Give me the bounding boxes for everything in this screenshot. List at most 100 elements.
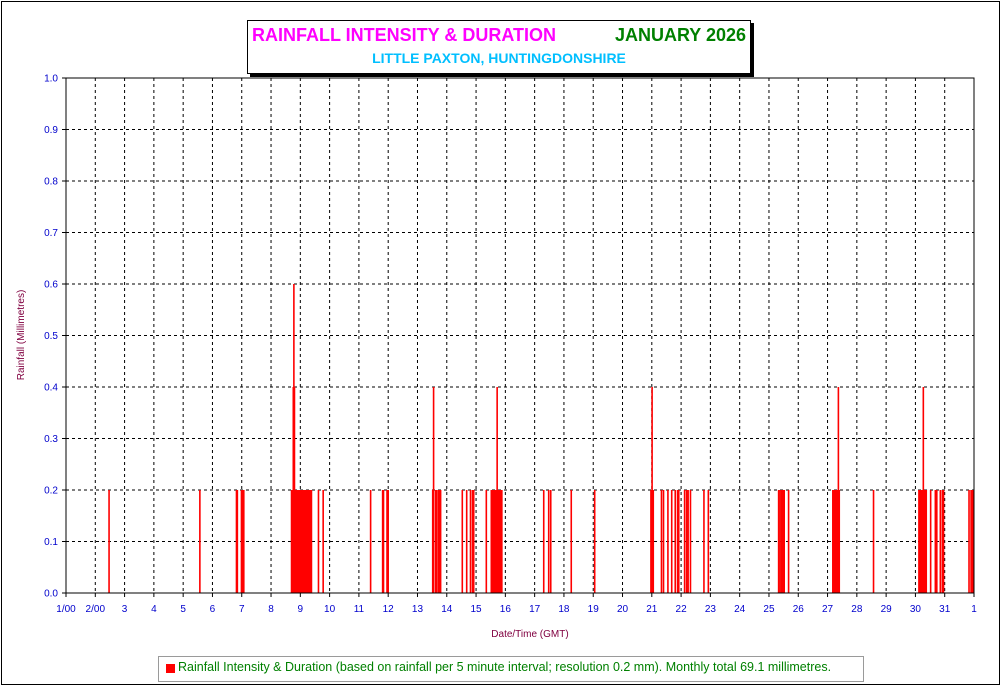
- rainfall-bar: [918, 490, 920, 593]
- y-tick-label: 0.0: [44, 589, 58, 600]
- rainfall-bar: [919, 490, 921, 593]
- rainfall-bar: [439, 490, 442, 593]
- rainfall-bar: [919, 490, 922, 593]
- x-tick-label: 29: [881, 604, 893, 615]
- rainfall-bar: [838, 490, 841, 593]
- x-tick-label: 4: [151, 604, 157, 615]
- rainfall-bar: [491, 490, 493, 593]
- title-box: RAINFALL INTENSITY & DURATION JANUARY 20…: [247, 20, 751, 74]
- chart-month: JANUARY 2026: [614, 25, 746, 45]
- rainfall-bar: [485, 490, 488, 593]
- x-tick-label: 3: [122, 604, 128, 615]
- rainfall-bar: [108, 490, 110, 593]
- x-tick-label: 20: [617, 604, 629, 615]
- x-tick-label: 2/00: [86, 604, 106, 615]
- x-tick-label: 6: [210, 604, 216, 615]
- rainfall-bar: [386, 490, 388, 593]
- x-tick-label: 15: [471, 604, 483, 615]
- x-tick-label: 22: [676, 604, 688, 615]
- legend-swatch: [166, 664, 175, 673]
- x-tick-label: 8: [268, 604, 274, 615]
- rainfall-bar: [431, 490, 434, 593]
- rainfall-bar: [472, 490, 475, 593]
- rainfall-bar: [929, 490, 932, 593]
- rainfall-bar: [652, 490, 655, 593]
- y-tick-label: 0.6: [44, 280, 58, 291]
- y-tick-label: 0.3: [44, 434, 58, 445]
- rainfall-bar: [872, 490, 875, 593]
- rainfall-bar: [689, 490, 692, 593]
- rainfall-bar: [660, 490, 663, 593]
- rainfall-bar: [936, 490, 938, 593]
- legend: Rainfall Intensity & Duration (based on …: [158, 656, 864, 682]
- rainfall-bar: [322, 490, 324, 593]
- rainfall-bar: [241, 490, 244, 593]
- rainfall-bar: [593, 490, 596, 593]
- rainfall-bar: [925, 490, 928, 593]
- x-tick-label: 14: [441, 604, 453, 615]
- x-tick-label: 26: [793, 604, 805, 615]
- rainfall-bar: [674, 490, 677, 593]
- rainfall-bar: [310, 490, 313, 593]
- rainfall-bar: [687, 490, 689, 593]
- rainfall-bar: [781, 490, 784, 593]
- rainfall-bar: [837, 387, 840, 593]
- axes: 0.0 0.1 0.2 0.3 0.4 0.5 0.6 0.7 0.8 0.9 1.0 1/00 2/0…: [44, 74, 977, 616]
- y-axis-title: Rainfall (Millimetres): [16, 290, 27, 381]
- legend-label: Rainfall Intensity & Duration (based on …: [178, 660, 832, 674]
- rainfall-bar: [922, 387, 925, 593]
- rainfall-bar: [242, 490, 245, 593]
- chart-subtitle: LITTLE PAXTON, HUNTINGDONSHIRE: [372, 50, 626, 66]
- chart-title: RAINFALL INTENSITY & DURATION: [252, 25, 557, 45]
- rainfall-bar: [924, 490, 926, 593]
- rainfall-bar: [707, 490, 710, 593]
- rainfall-bar: [437, 490, 440, 593]
- rainfall-bar: [490, 490, 493, 593]
- rainfall-bar: [651, 387, 653, 593]
- y-tick-label: 0.7: [44, 228, 58, 239]
- rainfall-bar: [547, 490, 550, 593]
- x-tick-label: 5: [180, 604, 186, 615]
- y-tick-label: 1.0: [44, 74, 58, 85]
- y-tick-label: 0.8: [44, 177, 58, 188]
- x-tick-label: 17: [529, 604, 541, 615]
- rainfall-bar: [387, 490, 389, 593]
- x-tick-label: 30: [910, 604, 922, 615]
- rainfall-bar: [779, 490, 781, 593]
- rainfall-bar: [662, 490, 665, 593]
- x-tick-label: 13: [412, 604, 424, 615]
- rainfall-bar: [787, 490, 790, 593]
- rainfall-bar: [542, 490, 545, 593]
- rainfall-bar: [436, 490, 438, 593]
- rainfall-bar: [941, 490, 944, 593]
- rainfall-bar: [549, 490, 552, 593]
- rainfall-bar: [939, 490, 942, 593]
- y-tick-label: 0.1: [44, 537, 58, 548]
- x-tick-label: 7: [239, 604, 245, 615]
- x-tick-label: 9: [298, 604, 304, 615]
- x-tick-label: 27: [822, 604, 834, 615]
- rainfall-bar: [235, 490, 238, 593]
- x-tick-label: 1/00: [56, 604, 76, 615]
- rainfall-bar: [369, 490, 372, 593]
- rainfall-bar: [570, 490, 573, 593]
- x-tick-label: 25: [763, 604, 775, 615]
- rainfall-bar: [683, 490, 686, 593]
- rainfall-bar: [685, 490, 688, 593]
- rainfall-bar: [501, 490, 503, 593]
- x-tick-label: 19: [588, 604, 600, 615]
- x-tick-label: 1: [971, 604, 977, 615]
- rainfall-bar: [670, 490, 673, 593]
- rainfall-bar: [836, 490, 839, 593]
- x-tick-label: 12: [383, 604, 395, 615]
- x-tick-label: 10: [324, 604, 336, 615]
- rainfall-bar: [703, 490, 705, 593]
- rainfall-bar: [777, 490, 780, 593]
- x-tick-label: 18: [558, 604, 570, 615]
- rainfall-bar: [972, 490, 974, 593]
- rainfall-bar: [236, 490, 239, 593]
- x-tick-label: 31: [939, 604, 951, 615]
- x-tick-label: 23: [705, 604, 717, 615]
- rainfall-bar: [970, 490, 972, 593]
- rainfall-bar: [667, 490, 669, 593]
